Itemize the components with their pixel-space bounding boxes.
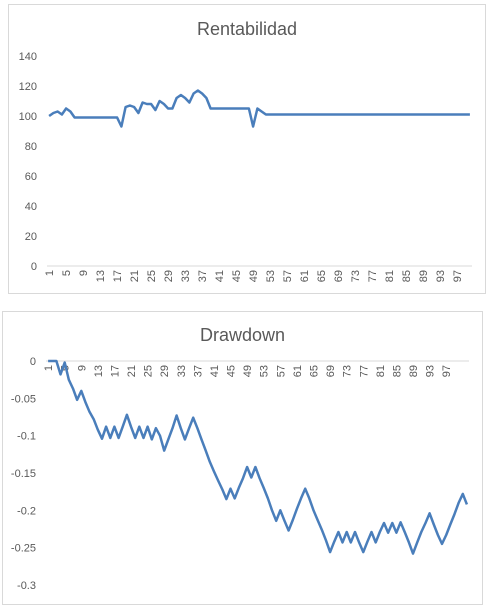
x-tick-label: 41 — [214, 270, 226, 282]
chart-title: Rentabilidad — [196, 19, 298, 39]
x-tick-label: 45 — [231, 270, 243, 282]
x-tick-label: 57 — [275, 365, 287, 377]
x-tick-label: 5 — [61, 270, 73, 276]
x-tick-label: 77 — [367, 270, 379, 282]
x-tick-label: 9 — [76, 365, 88, 371]
y-tick-label: 140 — [19, 51, 37, 63]
x-tick-label: 53 — [259, 365, 271, 377]
x-tick-label: 37 — [192, 365, 204, 377]
x-tick-label: 45 — [226, 365, 238, 377]
x-tick-label: 1 — [43, 365, 55, 371]
x-tick-label: 81 — [384, 270, 396, 282]
x-tick-label: 89 — [408, 365, 420, 377]
x-tick-label: 93 — [425, 365, 437, 377]
x-tick-label: 21 — [126, 365, 138, 377]
x-tick-label: 61 — [292, 365, 304, 377]
x-tick-label: 85 — [391, 365, 403, 377]
y-tick-label: -0.2 — [17, 505, 36, 517]
y-tick-label: -0.3 — [17, 580, 36, 592]
x-tick-label: 89 — [418, 270, 430, 282]
x-tick-label: 33 — [176, 365, 188, 377]
x-tick-label: 33 — [180, 270, 192, 282]
y-tick-label: 20 — [25, 231, 37, 243]
x-tick-label: 13 — [95, 270, 107, 282]
chart-title: Drawdown — [199, 325, 286, 345]
x-tick-label: 65 — [308, 365, 320, 377]
x-tick-label: 9 — [78, 270, 90, 276]
y-tick-label: 120 — [19, 81, 37, 93]
x-tick-label: 49 — [248, 270, 260, 282]
x-tick-label: 1 — [44, 270, 56, 276]
x-tick-label: 81 — [375, 365, 387, 377]
x-tick-label: 57 — [282, 270, 294, 282]
series-line — [48, 359, 469, 555]
x-tick-label: 85 — [401, 270, 413, 282]
x-tick-label: 17 — [109, 365, 121, 377]
y-tick-label: -0.15 — [11, 468, 36, 480]
x-tick-label: 53 — [265, 270, 277, 282]
x-tick-label: 73 — [350, 270, 362, 282]
x-tick-label: 41 — [209, 365, 221, 377]
x-tick-label: 49 — [242, 365, 254, 377]
x-tick-label: 77 — [358, 365, 370, 377]
drawdown-plot: 0-0.05-0.1-0.15-0.2-0.25-0.31 5 9 13 17 21 25 2… — [11, 356, 469, 592]
x-tick-label: 97 — [452, 270, 464, 282]
y-tick-label: 0 — [31, 261, 37, 273]
y-tick-label: 60 — [25, 171, 37, 183]
x-tick-label: 61 — [299, 270, 311, 282]
x-tick-label: 73 — [342, 365, 354, 377]
x-tick-label: 69 — [333, 270, 345, 282]
y-tick-label: 0 — [30, 356, 36, 368]
rentabilidad-plot: 0 20 40 60 80 100 120 140 1 5 9 13 17 21 25 29 33 37 41 45 4… — [19, 51, 472, 282]
x-tick-label: 69 — [325, 365, 337, 377]
x-tick-label: 25 — [146, 270, 158, 282]
x-tick-label: 17 — [112, 270, 124, 282]
x-tick-label: 29 — [163, 270, 175, 282]
rentabilidad-chart: Rentabilidad 0 20 40 60 80 100 120 140 1 5 9 13 17 21… — [8, 4, 486, 294]
x-tick-label: 97 — [441, 365, 453, 377]
x-tick-label: 21 — [129, 270, 141, 282]
y-tick-label: 80 — [25, 141, 37, 153]
x-tick-label: 29 — [159, 365, 171, 377]
x-tick-label: 13 — [93, 365, 105, 377]
y-tick-label: 40 — [25, 201, 37, 213]
y-tick-label: -0.1 — [17, 431, 36, 443]
x-tick-label: 65 — [316, 270, 328, 282]
y-tick-label: -0.25 — [11, 543, 36, 555]
drawdown-chart: Drawdown 0 -0.05 -0.1 -0.15 -0.2 -0.25 -0.3 1 5 9… — [2, 311, 483, 605]
y-tick-label: -0.05 — [11, 393, 36, 405]
x-tick-label: 93 — [435, 270, 447, 282]
x-tick-label: 25 — [143, 365, 155, 377]
y-tick-label: 100 — [19, 111, 37, 123]
series-line — [48, 89, 470, 128]
x-tick-label: 37 — [197, 270, 209, 282]
